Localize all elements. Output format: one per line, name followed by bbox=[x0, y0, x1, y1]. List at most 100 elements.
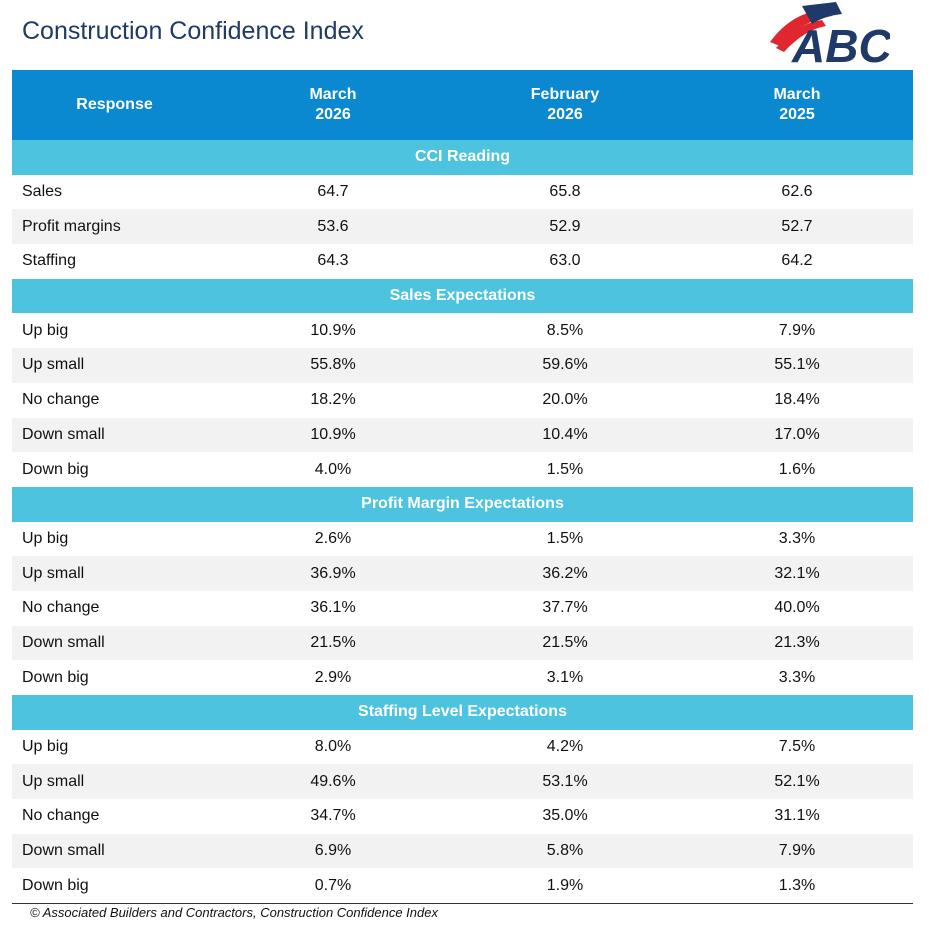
value-cell: 4.0% bbox=[314, 460, 352, 478]
value-cell: 1.6% bbox=[778, 460, 816, 478]
cci-table: Response March 2026 February 2026 March 202… bbox=[12, 70, 913, 903]
row-label: Down small bbox=[12, 625, 217, 661]
value-cell: 35.0% bbox=[542, 807, 588, 825]
table-row: Up big 10.9% 8.5% 7.9% bbox=[12, 313, 913, 348]
table-row: Up big 2.6% 1.5% 3.3% bbox=[12, 522, 913, 557]
value-cell: 8.5% bbox=[546, 321, 584, 339]
value-cell: 65.8 bbox=[549, 183, 581, 201]
row-label: Profit margins bbox=[12, 209, 217, 245]
value-cell: 52.7 bbox=[681, 209, 913, 245]
value-cell: 34.7% bbox=[310, 807, 356, 825]
table-row: No change 36.1% 37.7% 40.0% bbox=[12, 591, 913, 626]
row-label: Up big bbox=[22, 529, 69, 547]
value-cell: 7.9% bbox=[681, 833, 913, 869]
value-cell: 1.5% bbox=[546, 529, 584, 547]
section-title: Sales Expectations bbox=[12, 278, 913, 314]
copyright-footer: © Associated Builders and Contractors, C… bbox=[30, 905, 438, 920]
row-label: Up big bbox=[22, 321, 69, 339]
value-cell: 1.3% bbox=[778, 876, 816, 894]
value-cell: 49.6% bbox=[217, 764, 449, 800]
value-cell: 1.9% bbox=[546, 876, 584, 894]
table-row: Up small 55.8% 59.6% 55.1% bbox=[12, 348, 913, 383]
value-cell: 2.6% bbox=[314, 529, 352, 547]
value-cell: 55.8% bbox=[217, 348, 449, 383]
table-row: No change 34.7% 35.0% 31.1% bbox=[12, 799, 913, 834]
value-cell: 52.9 bbox=[449, 209, 681, 245]
value-cell: 20.0% bbox=[542, 391, 588, 409]
value-cell: 21.5% bbox=[217, 625, 449, 661]
table-row: Down big 2.9% 3.1% 3.3% bbox=[12, 660, 913, 695]
page-title: Construction Confidence Index bbox=[22, 17, 364, 45]
table-row: Profit margins 53.6 52.9 52.7 bbox=[12, 209, 913, 245]
table-row: Down big 4.0% 1.5% 1.6% bbox=[12, 452, 913, 487]
section-title: CCI Reading bbox=[12, 140, 913, 175]
table-row: Sales 64.7 65.8 62.6 bbox=[12, 175, 913, 210]
value-cell: 10.4% bbox=[449, 417, 681, 453]
row-label: Up small bbox=[12, 764, 217, 800]
row-label: Down big bbox=[22, 668, 89, 686]
value-cell: 36.9% bbox=[217, 556, 449, 591]
svg-text:ABC: ABC bbox=[791, 20, 890, 66]
value-cell: 55.1% bbox=[681, 348, 913, 383]
value-cell: 36.1% bbox=[310, 599, 356, 617]
abc-logo: ABC bbox=[770, 2, 890, 66]
value-cell: 32.1% bbox=[681, 556, 913, 591]
value-cell: 62.6 bbox=[781, 183, 813, 201]
value-cell: 37.7% bbox=[542, 599, 588, 617]
value-cell: 4.2% bbox=[546, 738, 584, 756]
value-cell: 7.5% bbox=[778, 738, 816, 756]
table-row: Up small 36.9% 36.2% 32.1% bbox=[12, 556, 913, 591]
section-header-row: Sales Expectations bbox=[12, 278, 913, 314]
footer-rule bbox=[12, 903, 913, 904]
table-row: Down big 0.7% 1.9% 1.3% bbox=[12, 868, 913, 903]
column-header: Response bbox=[12, 70, 217, 140]
row-label: No change bbox=[22, 807, 100, 825]
value-cell: 53.1% bbox=[449, 764, 681, 800]
value-cell: 40.0% bbox=[774, 599, 820, 617]
table-row: Up big 8.0% 4.2% 7.5% bbox=[12, 730, 913, 765]
value-cell: 2.9% bbox=[314, 668, 352, 686]
value-cell: 31.1% bbox=[774, 807, 820, 825]
value-cell: 36.2% bbox=[449, 556, 681, 591]
row-label: Up big bbox=[22, 738, 69, 756]
value-cell: 18.2% bbox=[310, 391, 356, 409]
table-row: Up small 49.6% 53.1% 52.1% bbox=[12, 764, 913, 800]
row-label: No change bbox=[22, 599, 100, 617]
value-cell: 0.7% bbox=[314, 876, 352, 894]
value-cell: 21.3% bbox=[681, 625, 913, 661]
row-label: Down small bbox=[12, 833, 217, 869]
value-cell: 3.1% bbox=[546, 668, 584, 686]
value-cell: 3.3% bbox=[778, 529, 816, 547]
row-label: Down small bbox=[12, 417, 217, 453]
column-header: March 2025 bbox=[681, 70, 913, 140]
section-title: Profit Margin Expectations bbox=[12, 486, 913, 522]
table-row: Down small 21.5% 21.5% 21.3% bbox=[12, 625, 913, 661]
header-row: Response March 2026 February 2026 March 202… bbox=[12, 70, 913, 140]
value-cell: 5.8% bbox=[449, 833, 681, 869]
row-label: No change bbox=[22, 391, 100, 409]
value-cell: 21.5% bbox=[449, 625, 681, 661]
value-cell: 64.3 bbox=[317, 252, 349, 270]
value-cell: 10.9% bbox=[310, 321, 356, 339]
table-row: Staffing 64.3 63.0 64.2 bbox=[12, 244, 913, 279]
value-cell: 6.9% bbox=[217, 833, 449, 869]
value-cell: 63.0 bbox=[549, 252, 581, 270]
value-cell: 59.6% bbox=[449, 348, 681, 383]
value-cell: 7.9% bbox=[778, 321, 816, 339]
row-label: Staffing bbox=[22, 252, 76, 270]
section-header-row: Profit Margin Expectations bbox=[12, 486, 913, 522]
table-row: Down small 10.9% 10.4% 17.0% bbox=[12, 417, 913, 453]
row-label: Up small bbox=[12, 348, 217, 383]
value-cell: 18.4% bbox=[774, 391, 820, 409]
value-cell: 64.2 bbox=[781, 252, 813, 270]
section-header-row: CCI Reading bbox=[12, 140, 913, 175]
row-label: Down big bbox=[22, 876, 89, 894]
value-cell: 8.0% bbox=[314, 738, 352, 756]
value-cell: 3.3% bbox=[778, 668, 816, 686]
value-cell: 1.5% bbox=[546, 460, 584, 478]
row-label: Down big bbox=[22, 460, 89, 478]
row-label: Sales bbox=[22, 183, 63, 201]
column-header: February 2026 bbox=[449, 70, 681, 140]
column-header: March 2026 bbox=[217, 70, 449, 140]
table-row: Down small 6.9% 5.8% 7.9% bbox=[12, 833, 913, 869]
